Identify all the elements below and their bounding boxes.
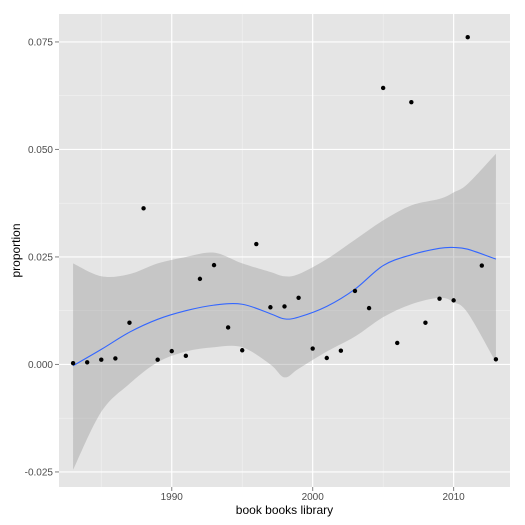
- x-tick-label: 2010: [443, 492, 466, 503]
- data-point: [197, 276, 203, 282]
- data-point: [84, 360, 90, 365]
- data-point: [268, 305, 273, 310]
- y-tick-label: 0.075: [28, 37, 53, 48]
- data-point: [395, 340, 400, 346]
- data-point: [296, 295, 301, 300]
- data-point: [380, 85, 386, 91]
- minor-gridlines: [59, 14, 510, 487]
- data-point: [113, 356, 118, 361]
- data-point: [437, 296, 442, 301]
- data-point: [225, 325, 231, 330]
- data-point: [99, 357, 104, 362]
- data-point: [127, 320, 132, 325]
- data-point: [169, 348, 174, 354]
- y-axis-title: proportion: [9, 223, 23, 277]
- major-gridlines: [59, 14, 510, 487]
- data-point: [141, 206, 146, 211]
- data-point: [493, 357, 499, 362]
- y-tick-label: -0.025: [25, 467, 54, 478]
- y-tick-label: 0.000: [28, 360, 53, 371]
- smooth-trend-line: [72, 246, 497, 367]
- data-point: [338, 348, 344, 353]
- data-point: [324, 355, 329, 361]
- data-point: [409, 99, 414, 105]
- data-point: [451, 298, 456, 303]
- x-axis-ticks: 1990 2000 2010: [161, 487, 466, 503]
- data-point: [155, 357, 160, 362]
- data-points: [70, 35, 499, 366]
- plot-panel: [59, 14, 510, 487]
- y-axis-ticks: -0.025 0.000 0.025 0.050 0.075: [25, 37, 59, 478]
- data-point: [310, 346, 315, 351]
- data-point: [70, 360, 76, 366]
- x-axis-title: book books library: [236, 503, 333, 517]
- data-point: [465, 35, 470, 40]
- data-point: [282, 304, 287, 309]
- confidence-band: [73, 153, 496, 470]
- data-point: [254, 241, 259, 247]
- data-point: [240, 348, 245, 353]
- data-point: [211, 262, 217, 268]
- x-tick-label: 2000: [302, 492, 325, 503]
- y-tick-label: 0.025: [28, 252, 53, 263]
- data-point: [352, 288, 358, 294]
- data-point: [479, 263, 485, 268]
- y-tick-label: 0.050: [28, 145, 53, 156]
- data-point: [423, 320, 428, 325]
- data-point: [366, 305, 372, 311]
- data-point: [183, 353, 189, 359]
- x-tick-label: 1990: [161, 492, 184, 503]
